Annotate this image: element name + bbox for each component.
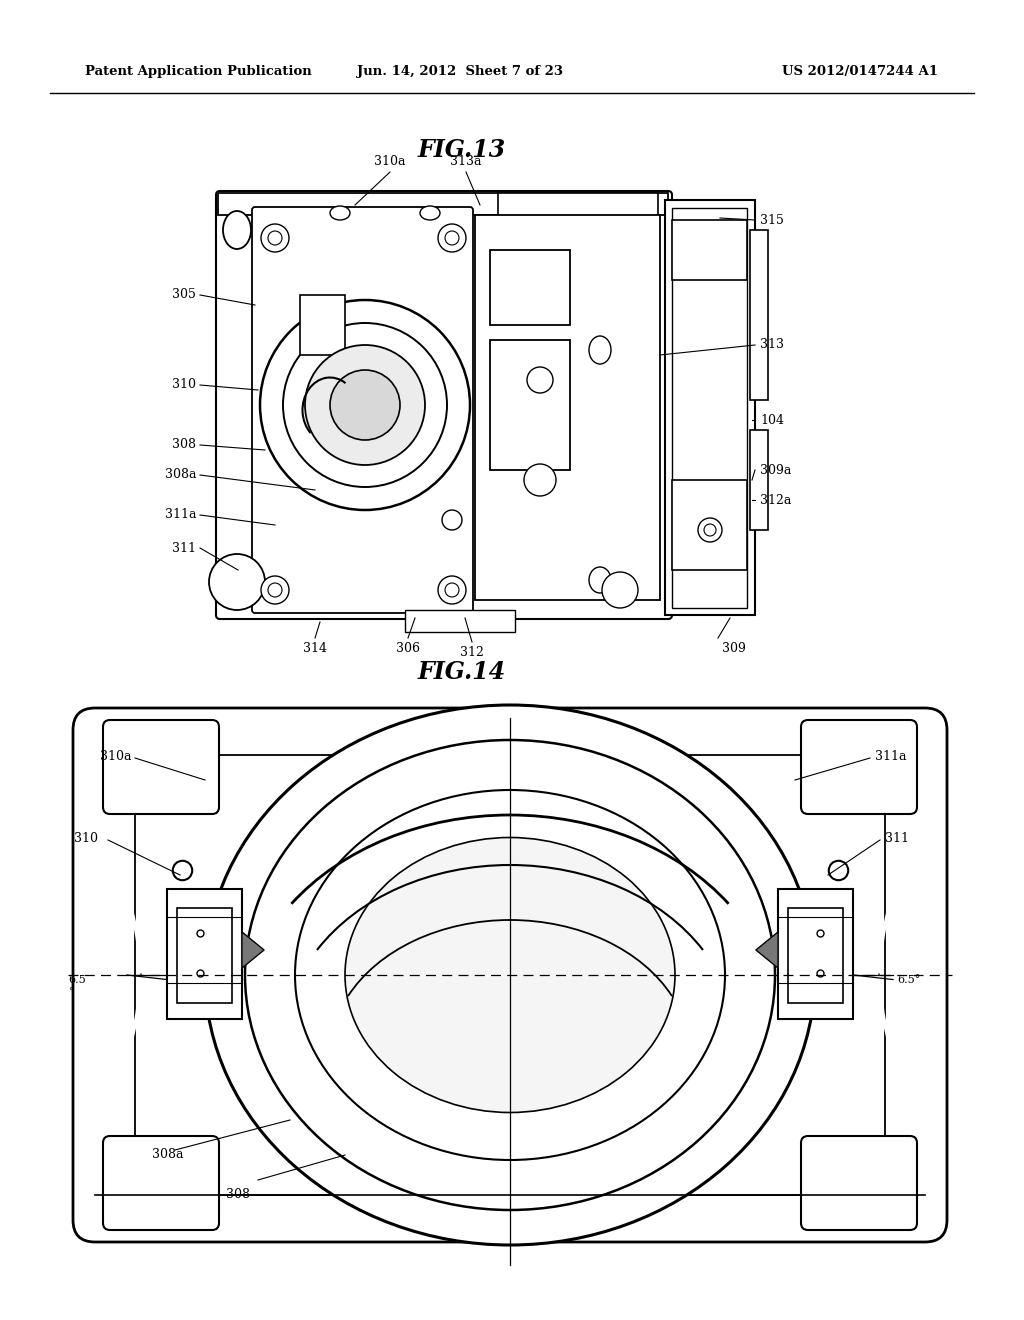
Text: 311a: 311a bbox=[165, 508, 196, 521]
Ellipse shape bbox=[420, 206, 440, 220]
Bar bbox=[665, 201, 755, 615]
FancyBboxPatch shape bbox=[103, 1137, 219, 1230]
Ellipse shape bbox=[589, 568, 611, 593]
Polygon shape bbox=[242, 932, 264, 968]
Circle shape bbox=[261, 224, 289, 252]
Text: 310: 310 bbox=[172, 379, 196, 392]
Circle shape bbox=[445, 231, 459, 246]
Circle shape bbox=[705, 524, 716, 536]
FancyBboxPatch shape bbox=[801, 1137, 918, 1230]
Bar bbox=[672, 209, 746, 609]
Text: Jun. 14, 2012  Sheet 7 of 23: Jun. 14, 2012 Sheet 7 of 23 bbox=[357, 66, 563, 78]
Text: 310a: 310a bbox=[374, 154, 406, 168]
Circle shape bbox=[602, 572, 638, 609]
Polygon shape bbox=[756, 932, 778, 968]
Ellipse shape bbox=[205, 705, 815, 1245]
Text: 104: 104 bbox=[760, 413, 784, 426]
FancyBboxPatch shape bbox=[216, 191, 672, 619]
Circle shape bbox=[524, 465, 556, 496]
Text: 308: 308 bbox=[172, 438, 196, 451]
Text: 6.5: 6.5 bbox=[68, 975, 86, 985]
FancyBboxPatch shape bbox=[103, 719, 219, 814]
Text: 309: 309 bbox=[722, 642, 745, 655]
Bar bbox=[490, 341, 570, 470]
Bar bbox=[167, 888, 242, 1019]
Text: 314: 314 bbox=[303, 642, 327, 655]
FancyBboxPatch shape bbox=[73, 708, 947, 1242]
Circle shape bbox=[330, 370, 400, 440]
Ellipse shape bbox=[245, 741, 775, 1210]
Text: °: ° bbox=[68, 987, 73, 997]
Text: US 2012/0147244 A1: US 2012/0147244 A1 bbox=[782, 66, 938, 78]
Text: 310: 310 bbox=[74, 832, 98, 845]
Circle shape bbox=[698, 517, 722, 543]
Text: 306: 306 bbox=[396, 642, 420, 655]
Bar bbox=[490, 249, 570, 325]
Bar bbox=[788, 908, 843, 1003]
Text: FIG.14: FIG.14 bbox=[418, 660, 506, 684]
Bar bbox=[218, 193, 668, 215]
Text: 311a: 311a bbox=[874, 750, 906, 763]
Text: 308: 308 bbox=[226, 1188, 250, 1201]
Text: 308a: 308a bbox=[152, 1148, 183, 1162]
Text: Patent Application Publication: Patent Application Publication bbox=[85, 66, 311, 78]
Circle shape bbox=[442, 510, 462, 531]
Circle shape bbox=[438, 576, 466, 605]
Circle shape bbox=[261, 576, 289, 605]
Text: 308a: 308a bbox=[165, 469, 196, 482]
Circle shape bbox=[268, 231, 282, 246]
Text: 311: 311 bbox=[172, 541, 196, 554]
Circle shape bbox=[438, 224, 466, 252]
Bar bbox=[300, 294, 345, 355]
Circle shape bbox=[268, 583, 282, 597]
Ellipse shape bbox=[345, 837, 675, 1113]
Circle shape bbox=[445, 583, 459, 597]
Bar bbox=[475, 215, 660, 601]
Circle shape bbox=[260, 300, 470, 510]
Bar bbox=[672, 480, 746, 570]
Text: 312a: 312a bbox=[760, 494, 792, 507]
Text: FIG.13: FIG.13 bbox=[418, 139, 506, 162]
Text: 311: 311 bbox=[885, 832, 909, 845]
Bar bbox=[778, 888, 853, 1019]
Circle shape bbox=[283, 323, 447, 487]
Circle shape bbox=[209, 554, 265, 610]
Text: 313: 313 bbox=[760, 338, 784, 351]
Text: 313a: 313a bbox=[451, 154, 481, 168]
FancyBboxPatch shape bbox=[135, 755, 885, 1195]
Bar bbox=[498, 193, 658, 218]
Ellipse shape bbox=[589, 337, 611, 364]
Text: 315: 315 bbox=[760, 214, 784, 227]
Ellipse shape bbox=[330, 206, 350, 220]
Ellipse shape bbox=[223, 211, 251, 249]
Ellipse shape bbox=[295, 789, 725, 1160]
Bar bbox=[750, 230, 768, 400]
Bar bbox=[672, 220, 746, 280]
Circle shape bbox=[527, 367, 553, 393]
FancyBboxPatch shape bbox=[801, 719, 918, 814]
Text: 6.5°: 6.5° bbox=[897, 975, 921, 985]
Text: 309a: 309a bbox=[760, 463, 792, 477]
Text: 310a: 310a bbox=[100, 750, 131, 763]
Bar bbox=[406, 610, 515, 632]
Bar bbox=[750, 430, 768, 531]
FancyBboxPatch shape bbox=[252, 207, 473, 612]
Text: 312: 312 bbox=[460, 645, 484, 659]
Circle shape bbox=[305, 345, 425, 465]
Bar bbox=[177, 908, 232, 1003]
Text: 305: 305 bbox=[172, 289, 196, 301]
